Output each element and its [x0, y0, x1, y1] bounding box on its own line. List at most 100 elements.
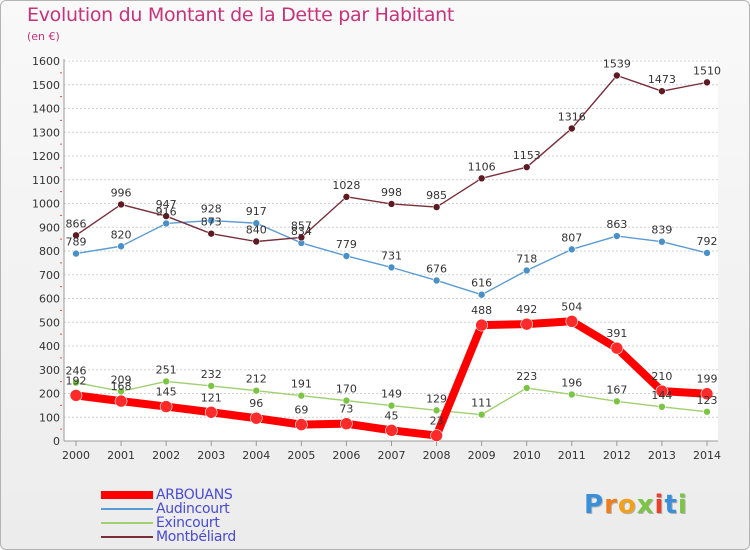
x-tick-label: 2003 [197, 449, 225, 462]
data-point [655, 384, 669, 398]
data-label: 1106 [468, 160, 496, 173]
data-point [117, 242, 125, 251]
data-point [387, 263, 396, 272]
legend-item: Audincourt [101, 501, 301, 517]
data-label: 209 [111, 373, 132, 386]
legend-label: Montbéliard [156, 529, 236, 545]
data-point [295, 418, 308, 431]
data-label: 840 [246, 224, 267, 237]
data-label: 839 [651, 224, 672, 237]
data-label: 167 [606, 383, 627, 396]
data-label: 1028 [332, 179, 360, 192]
data-point [342, 252, 351, 260]
data-point [114, 394, 128, 408]
data-point [207, 216, 216, 225]
legend-item: Montbéliard [101, 529, 301, 545]
logo-letter: x [636, 490, 655, 520]
data-label: 170 [336, 383, 357, 396]
data-label: 676 [426, 262, 447, 275]
y-tick-label: 500 [39, 316, 60, 329]
y-tick-label: 1100 [32, 174, 60, 187]
data-label: 191 [291, 378, 312, 391]
proxiti-logo: Proxiti [584, 490, 688, 520]
y-tick-label: 100 [39, 411, 60, 424]
data-label: 210 [651, 370, 672, 383]
x-tick-label: 2002 [152, 449, 180, 462]
chart-subtitle: (en €) [27, 30, 60, 43]
x-tick-label: 2012 [603, 449, 631, 462]
data-label: 251 [156, 363, 177, 376]
data-point [522, 384, 531, 392]
data-label: 145 [156, 386, 177, 399]
data-point [522, 163, 531, 171]
data-point [297, 391, 306, 400]
y-tick-label: 1400 [32, 103, 60, 116]
data-point [522, 266, 531, 275]
logo-letter: i [677, 490, 688, 520]
y-tick-label: 400 [39, 340, 60, 353]
data-point [700, 387, 714, 401]
y-tick-label: 1600 [32, 55, 60, 68]
x-tick-label: 2001 [107, 449, 135, 462]
x-tick-label: 2006 [332, 449, 360, 462]
data-label: 731 [381, 249, 402, 262]
y-tick-label: 200 [39, 388, 60, 401]
data-label: 928 [201, 203, 222, 216]
logo-letter: i [654, 490, 665, 520]
data-point [207, 382, 216, 390]
data-point [162, 219, 170, 228]
y-tick-label: 800 [39, 245, 60, 258]
data-point [159, 400, 173, 413]
data-label: 1473 [648, 73, 676, 86]
x-tick-label: 2005 [287, 449, 315, 462]
data-point [207, 229, 216, 238]
y-tick-label: 300 [39, 364, 60, 377]
data-point [432, 203, 441, 211]
plot-area [64, 59, 718, 441]
data-label: 1153 [513, 149, 541, 162]
x-tick-label: 2013 [648, 449, 676, 462]
data-label: 792 [697, 235, 718, 248]
data-point [387, 200, 396, 208]
data-label: 73 [339, 403, 353, 416]
data-point [658, 402, 666, 411]
data-label: 488 [471, 304, 492, 317]
data-label: 866 [66, 217, 87, 230]
y-tick-label: 0 [53, 435, 60, 448]
data-point [342, 193, 351, 201]
data-label: 223 [516, 370, 537, 383]
data-label: 873 [201, 216, 222, 229]
data-point [72, 249, 80, 258]
legend-label: Exincourt [156, 515, 220, 531]
x-tick-label: 2007 [378, 449, 406, 462]
y-tick-label: 900 [39, 221, 60, 234]
x-tick-label: 2011 [558, 449, 586, 462]
data-label: 718 [516, 252, 537, 265]
series-exincourt [72, 377, 711, 419]
data-label: 212 [246, 373, 267, 386]
logo-letter: t [664, 490, 678, 520]
data-point [252, 219, 261, 228]
data-point [613, 397, 621, 406]
data-point [342, 396, 351, 405]
y-tick-label: 700 [39, 269, 60, 282]
data-point [432, 406, 441, 415]
data-label: 45 [385, 409, 399, 422]
data-point [703, 249, 711, 257]
y-tick-label: 1200 [32, 150, 60, 163]
data-point [340, 417, 353, 430]
data-point [520, 317, 534, 331]
data-label: 129 [426, 392, 447, 405]
data-label: 149 [381, 388, 402, 401]
data-point [430, 429, 443, 442]
data-point [567, 124, 576, 133]
data-point [658, 87, 666, 95]
data-point [252, 237, 261, 246]
legend-swatch [101, 522, 153, 524]
data-point [703, 78, 711, 87]
data-point [567, 390, 576, 399]
y-tick-label: 1300 [32, 126, 60, 139]
data-point [613, 232, 621, 240]
data-label: 196 [561, 376, 582, 389]
